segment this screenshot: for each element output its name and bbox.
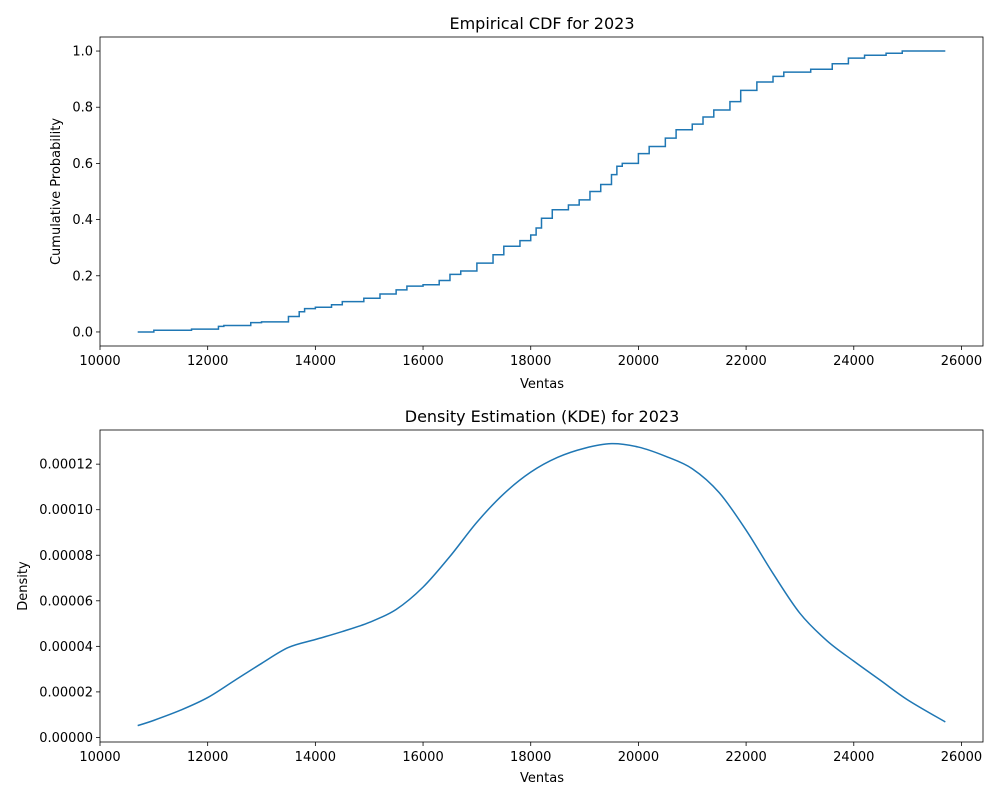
kde-x-tick-label: 18000 (510, 750, 551, 765)
cdf-y-tick-label: 0.4 (72, 213, 93, 228)
cdf-x-tick-label: 18000 (510, 354, 551, 369)
kde-x-axis-label: Ventas (520, 771, 564, 786)
kde-y-tick-label: 0.00004 (39, 640, 93, 655)
kde-y-tick-label: 0.00006 (39, 594, 93, 609)
kde-x-tick-label: 10000 (79, 750, 120, 765)
kde-axes-frame (99, 429, 984, 743)
kde-y-tick-label: 0.00010 (39, 503, 93, 518)
kde-y-tick-label: 0.00008 (39, 549, 93, 564)
kde-subplot: Density Estimation (KDE) for 2023 0.0000… (16, 407, 984, 786)
kde-x-tick-label: 20000 (618, 750, 659, 765)
cdf-axes-frame (99, 36, 984, 347)
cdf-y-axis-label: Cumulative Probability (49, 118, 64, 265)
cdf-y-tick-label: 1.0 (72, 45, 93, 60)
cdf-x-tick-label: 24000 (833, 354, 874, 369)
cdf-x-tick-label: 16000 (402, 354, 443, 369)
cdf-y-ticks: 0.0 0.2 0.4 0.6 0.8 1.0 (72, 45, 100, 340)
cdf-step-line (137, 50, 946, 333)
cdf-x-axis-label: Ventas (520, 377, 564, 392)
kde-title: Density Estimation (KDE) for 2023 (405, 407, 680, 426)
cdf-x-ticks: 10000 12000 14000 16000 18000 20000 22000 24000… (79, 346, 982, 369)
cdf-x-tick-label: 10000 (79, 354, 120, 369)
kde-x-tick-label: 26000 (941, 750, 982, 765)
cdf-y-tick-label: 0.2 (72, 269, 93, 284)
cdf-y-tick-label: 0.0 (72, 325, 93, 340)
cdf-y-tick-label: 0.6 (72, 157, 93, 172)
cdf-y-tick-label: 0.8 (72, 101, 93, 116)
kde-x-ticks: 10000 12000 14000 16000 18000 20000 22000 24000… (79, 742, 982, 765)
kde-y-tick-label: 0.00002 (39, 685, 93, 700)
cdf-x-tick-label: 20000 (618, 354, 659, 369)
cdf-x-tick-label: 22000 (725, 354, 766, 369)
cdf-title: Empirical CDF for 2023 (449, 14, 634, 33)
cdf-x-tick-label: 14000 (295, 354, 336, 369)
kde-y-tick-label: 0.00012 (39, 458, 93, 473)
kde-x-tick-label: 14000 (295, 750, 336, 765)
kde-x-tick-label: 16000 (402, 750, 443, 765)
cdf-subplot: Empirical CDF for 2023 0.0 0.2 0.4 0.6 0.8 1.… (49, 14, 984, 392)
kde-x-tick-label: 12000 (187, 750, 228, 765)
kde-y-axis-label: Density (16, 561, 31, 611)
kde-y-tick-label: 0.00000 (39, 731, 93, 746)
kde-x-tick-label: 24000 (833, 750, 874, 765)
kde-x-tick-label: 22000 (725, 750, 766, 765)
cdf-x-tick-label: 12000 (187, 354, 228, 369)
kde-density-curve (137, 442, 946, 727)
cdf-x-tick-label: 26000 (941, 354, 982, 369)
kde-y-ticks: 0.00000 0.00002 0.00004 0.00006 0.00008 0.000… (39, 458, 100, 746)
